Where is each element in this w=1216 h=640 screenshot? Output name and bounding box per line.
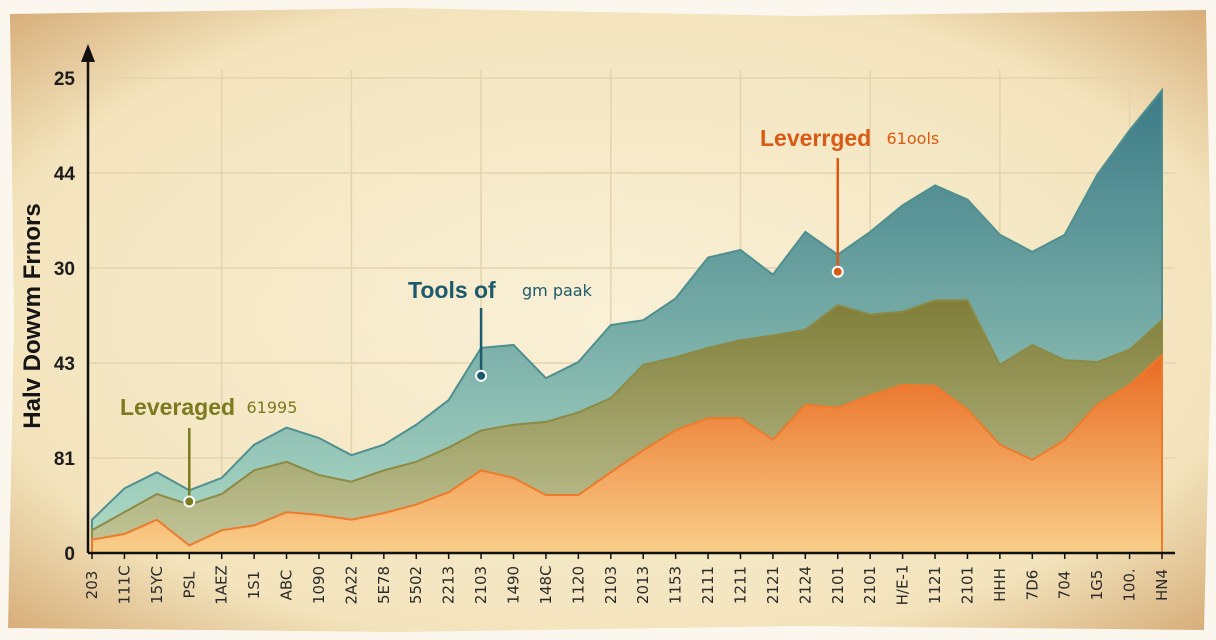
annotation-title: Tools of (408, 277, 496, 303)
x-tick-label: 111C (115, 565, 133, 604)
axes (81, 44, 1175, 555)
x-tick-label: 2101 (829, 566, 847, 604)
x-tick-label: 1153 (667, 566, 685, 604)
x-tick-label: 15YC (148, 566, 166, 604)
annotations: Leveraged 61995 Tools of gm paak Leverrged 61… (120, 125, 940, 508)
x-tick-label: 2103 (602, 566, 620, 604)
annotation-title: Leveraged (120, 394, 235, 420)
x-tick-label: 2101 (958, 566, 976, 604)
annotation-subtitle: gm paak (522, 281, 593, 300)
x-tick-label: 7D6 (1023, 570, 1041, 601)
annotation-marker (831, 265, 844, 278)
x-tick-label: 2103 (472, 566, 490, 604)
annotation-marker (475, 369, 488, 382)
x-tick-label: 1490 (505, 566, 523, 604)
x-tick-label: 100. (1121, 568, 1139, 601)
y-tick-label: 0 (64, 544, 75, 565)
y-axis-label: Halv Dowvm Frnors (19, 203, 46, 428)
x-tick-label: 148C (537, 565, 555, 604)
x-tick-label: HHH (991, 568, 1009, 602)
x-tick-label: PSL (180, 571, 198, 599)
annotation: Leverrged 61ools (760, 125, 940, 278)
x-tick-label: 2213 (440, 566, 458, 604)
x-tick-label: 1090 (310, 566, 328, 604)
x-tick-label: 2A22 (342, 566, 360, 605)
annotation: Leveraged 61995 (120, 394, 298, 508)
areas (91, 87, 1163, 554)
x-tick-label: 2121 (764, 566, 782, 604)
x-tick-label: 2111 (699, 566, 717, 604)
x-tick-label: 1211 (731, 566, 749, 604)
y-tick-label: 30 (54, 259, 75, 280)
annotation-marker (183, 495, 196, 508)
x-tick-label: 2013 (634, 566, 652, 604)
x-tick-label: 1121 (926, 566, 944, 604)
x-tick-label: 203 (83, 571, 101, 600)
x-tick-label: 1AEZ (213, 565, 231, 605)
y-tick-label: 44 (54, 164, 76, 185)
x-tick-label: 5502 (407, 566, 425, 604)
annotation-subtitle: 61ools (887, 129, 940, 148)
x-tick-label: 1G5 (1088, 570, 1106, 601)
annotation-subtitle: 61995 (247, 398, 298, 417)
y-ticks: 0 81 43 30 44 25 (54, 69, 76, 565)
annotation-title: Leverrged (760, 125, 871, 151)
x-tick-label: 704 (1056, 571, 1074, 600)
x-tick-label: ABC (278, 570, 296, 601)
annotation: Tools of gm paak (408, 277, 593, 382)
x-tick-label: 2101 (861, 566, 879, 604)
y-tick-label: 43 (54, 354, 75, 375)
x-tick-label: 2124 (796, 566, 814, 604)
x-tick-label: 1S1 (245, 571, 263, 600)
x-tick-label: HN4 (1153, 569, 1171, 601)
y-tick-label: 81 (54, 449, 76, 470)
y-axis-arrow-icon (81, 44, 95, 62)
x-tick-label: H/E-1 (894, 565, 912, 606)
y-tick-label: 25 (54, 69, 76, 90)
x-ticks: 203 111C 15YC PSL 1AEZ 1S1 ABC 1090 2A22 5E78 5502… (83, 553, 1171, 605)
x-tick-label: 1120 (569, 566, 587, 604)
area-series-0 (91, 353, 1163, 554)
x-tick-label: 5E78 (375, 566, 393, 604)
